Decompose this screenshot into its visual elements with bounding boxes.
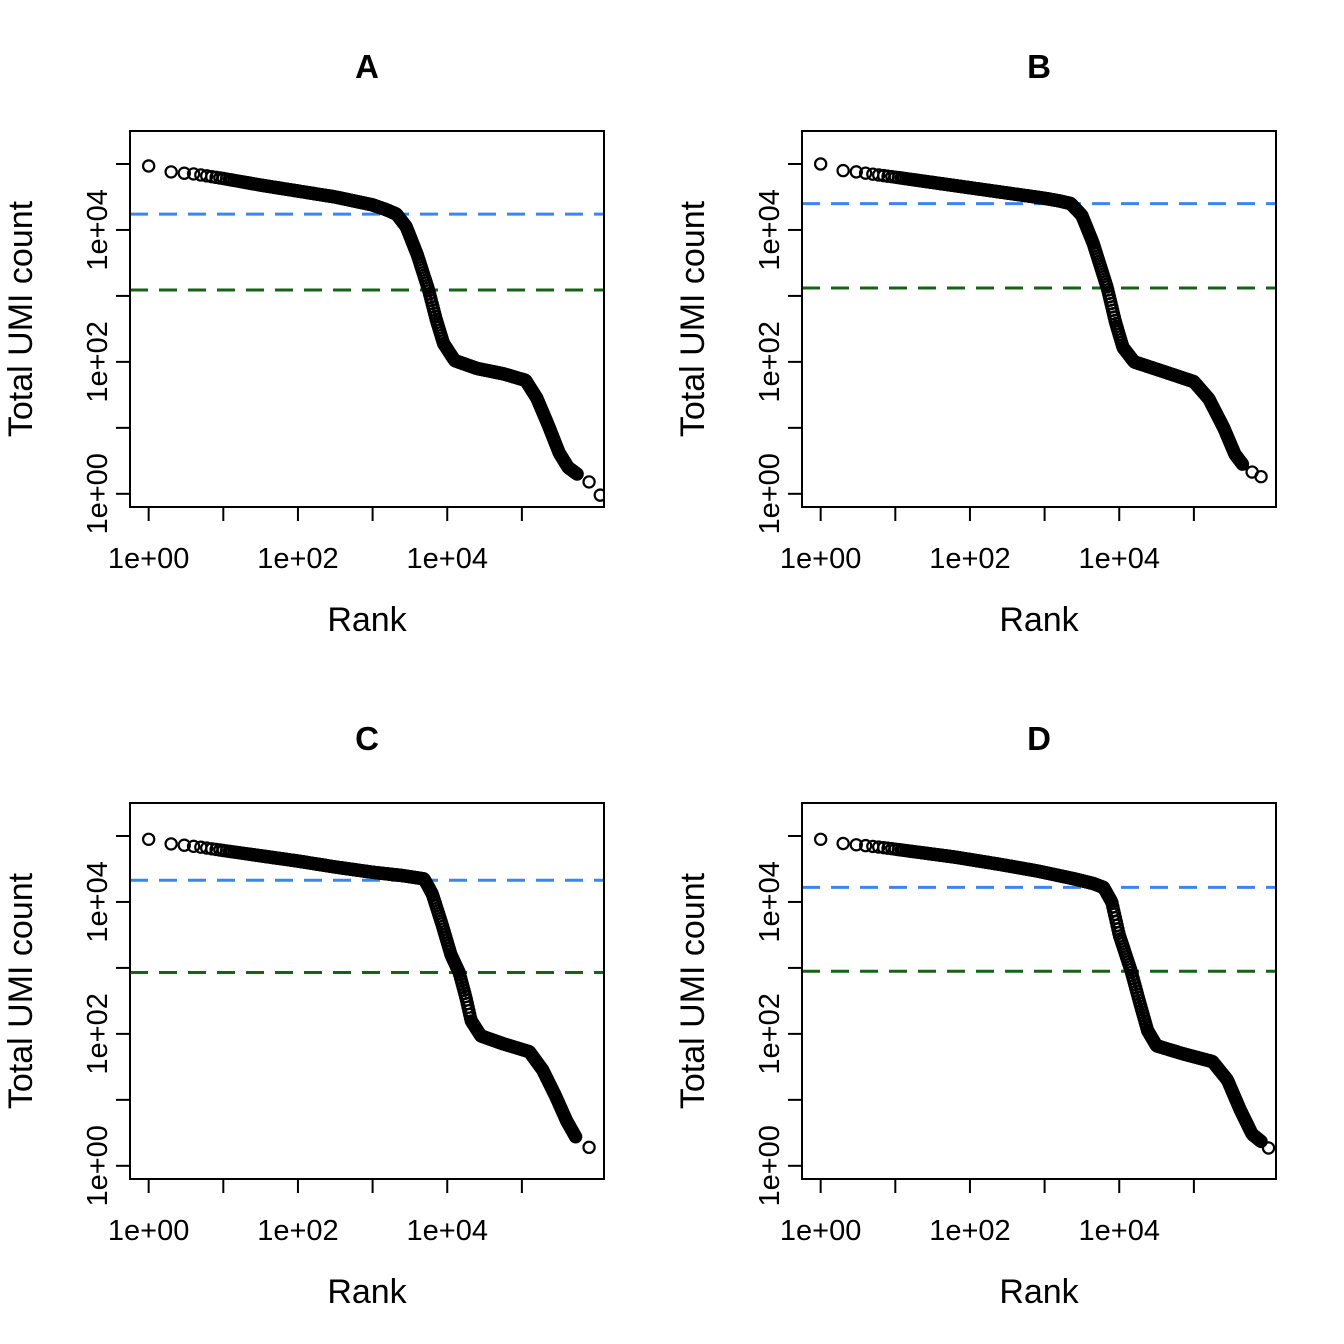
- y-tick-label: 1e+04: [754, 189, 786, 270]
- y-axis-ticks: 1e+00 1e+02 1e+04: [754, 834, 802, 1207]
- data-point: [186, 839, 201, 854]
- x-axis-ticks: 1e+00 1e+02 1e+04: [108, 507, 523, 575]
- x-tick-label: 1e+00: [108, 1215, 189, 1247]
- plot-frame: [129, 130, 605, 508]
- y-axis-title: Total UMI count: [2, 872, 40, 1109]
- panel-title: C: [355, 720, 379, 757]
- data-point: [200, 169, 214, 183]
- x-tick-label: 1e+04: [1079, 543, 1160, 575]
- data-point: [872, 168, 886, 182]
- data-point: [872, 840, 886, 854]
- data-point: [141, 832, 156, 846]
- x-axis-ticks: 1e+00 1e+02 1e+04: [780, 507, 1195, 575]
- data-point: [186, 167, 201, 181]
- y-axis-title: Total UMI count: [2, 200, 40, 437]
- y-tick-label: 1e+04: [82, 861, 114, 942]
- threshold-lines: [802, 202, 1276, 290]
- panel-B-svg: B 1e+00 1e+02 1e+04 1e+00 1e+02 1e+04 Rank T…: [674, 48, 1277, 639]
- data-points: [813, 832, 1276, 1155]
- x-tick-label: 1e+02: [929, 1215, 1010, 1247]
- y-tick-label: 1e+02: [82, 321, 114, 402]
- x-axis-title: Rank: [999, 601, 1079, 639]
- y-tick-label: 1e+00: [754, 1125, 786, 1206]
- threshold-lines: [130, 878, 604, 974]
- data-point: [164, 165, 178, 179]
- data-point: [141, 159, 156, 173]
- x-tick-label: 1e+02: [257, 543, 338, 575]
- data-point: [570, 467, 584, 481]
- x-tick-label: 1e+02: [257, 1215, 338, 1247]
- data-point: [858, 838, 873, 853]
- data-point: [568, 1130, 583, 1144]
- data-point: [836, 836, 850, 851]
- y-axis-title: Total UMI count: [674, 872, 712, 1109]
- y-tick-label: 1e+02: [82, 993, 114, 1074]
- y-tick-label: 1e+02: [754, 321, 786, 402]
- data-point: [849, 165, 863, 179]
- data-point: [849, 838, 863, 852]
- data-point: [813, 832, 828, 846]
- data-point: [177, 166, 191, 180]
- panel-title: B: [1027, 48, 1051, 85]
- panel-title: D: [1027, 720, 1051, 757]
- x-axis-ticks: 1e+00 1e+02 1e+04: [108, 1179, 523, 1247]
- x-tick-label: 1e+00: [780, 543, 861, 575]
- x-tick-label: 1e+04: [407, 543, 488, 575]
- y-tick-label: 1e+00: [82, 453, 114, 534]
- y-tick-label: 1e+00: [82, 1125, 114, 1206]
- x-axis-title: Rank: [327, 1273, 407, 1311]
- threshold-lines: [802, 885, 1276, 973]
- y-axis-ticks: 1e+00 1e+02 1e+04: [82, 162, 130, 535]
- x-tick-label: 1e+00: [108, 543, 189, 575]
- panel-A: A 1e+00 1e+02 1e+04 1e+00 1e+02 1e+04 Rank T…: [0, 0, 672, 672]
- plot-frame: [129, 802, 605, 1180]
- x-tick-label: 1e+04: [407, 1215, 488, 1247]
- panel-B: B 1e+00 1e+02 1e+04 1e+00 1e+02 1e+04 Rank T…: [672, 0, 1344, 672]
- data-point: [1254, 469, 1268, 484]
- x-axis-ticks: 1e+00 1e+02 1e+04: [780, 1179, 1195, 1247]
- panel-D-svg: D 1e+00 1e+02 1e+04 1e+00 1e+02 1e+04 Rank T…: [674, 720, 1277, 1311]
- data-point: [164, 837, 178, 851]
- panel-C-svg: C 1e+00 1e+02 1e+04 1e+00 1e+02 1e+04 Rank T…: [2, 720, 605, 1311]
- data-point: [1235, 457, 1250, 471]
- y-tick-label: 1e+04: [754, 861, 786, 942]
- y-tick-label: 1e+00: [754, 453, 786, 534]
- x-tick-label: 1e+00: [780, 1215, 861, 1247]
- data-point: [836, 163, 850, 178]
- data-point: [582, 475, 596, 489]
- data-points: [813, 157, 1268, 484]
- data-point: [1261, 1141, 1276, 1155]
- data-points: [141, 832, 596, 1155]
- x-axis-title: Rank: [999, 1273, 1079, 1311]
- y-axis-ticks: 1e+00 1e+02 1e+04: [82, 834, 130, 1207]
- threshold-lines: [130, 212, 604, 292]
- data-point: [177, 838, 191, 852]
- panel-D: D 1e+00 1e+02 1e+04 1e+00 1e+02 1e+04 Rank T…: [672, 672, 1344, 1344]
- data-point: [593, 488, 604, 502]
- y-tick-label: 1e+02: [754, 993, 786, 1074]
- data-point: [1254, 1134, 1268, 1149]
- panel-C: C 1e+00 1e+02 1e+04 1e+00 1e+02 1e+04 Rank T…: [0, 672, 672, 1344]
- plot-frame: [801, 802, 1277, 1180]
- x-tick-label: 1e+04: [1079, 1215, 1160, 1247]
- panel-A-svg: A 1e+00 1e+02 1e+04 1e+00 1e+02 1e+04 Rank T…: [2, 48, 605, 639]
- panel-title: A: [355, 48, 379, 85]
- data-point: [813, 157, 828, 171]
- x-tick-label: 1e+02: [929, 543, 1010, 575]
- plot-frame: [801, 130, 1277, 508]
- y-axis-title: Total UMI count: [674, 200, 712, 437]
- y-tick-label: 1e+04: [82, 189, 114, 270]
- data-point: [200, 841, 214, 855]
- data-points: [141, 159, 604, 502]
- data-point: [582, 1140, 596, 1155]
- x-axis-title: Rank: [327, 601, 407, 639]
- y-axis-ticks: 1e+00 1e+02 1e+04: [754, 162, 802, 535]
- data-point: [858, 166, 873, 180]
